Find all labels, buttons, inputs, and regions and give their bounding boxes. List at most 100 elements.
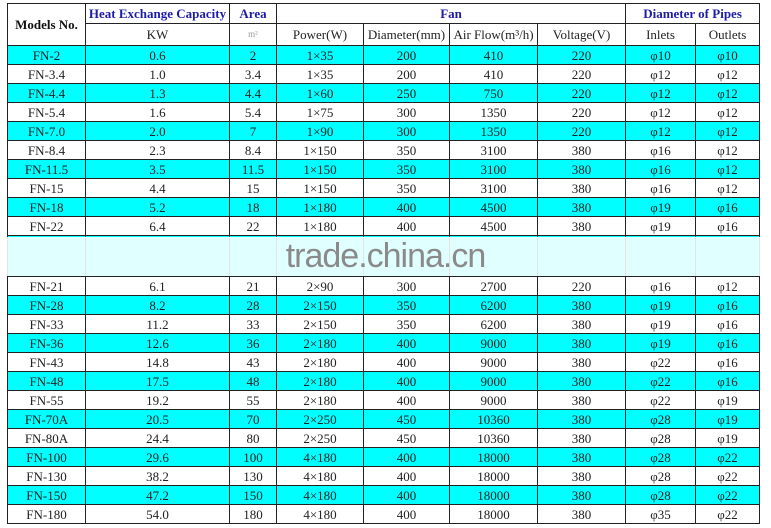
table-row: FN-28 8.2 28 2×150 350 6200 380 φ19 φ16 [7, 295, 761, 315]
cell-diameter: 350 [363, 314, 450, 334]
cell-airflow: 3100 [449, 140, 538, 160]
cell-diameter: 400 [363, 216, 450, 236]
cell-diameter: 200 [363, 45, 450, 65]
cell-capacity: 17.5 [85, 371, 230, 391]
cell-capacity: 5.2 [85, 197, 230, 217]
cell-voltage: 380 [536, 371, 627, 391]
table-row: FN-43 14.8 43 2×180 400 9000 380 φ22 φ16 [7, 352, 761, 372]
cell-diameter: 350 [363, 140, 450, 160]
cell-diameter: 400 [363, 485, 450, 505]
cell-airflow: 9000 [449, 371, 538, 391]
cell-capacity: 0.6 [85, 45, 230, 65]
cell-voltage: 380 [536, 409, 627, 429]
cell-model: FN-18 [7, 197, 86, 217]
cell-inlet: φ22 [625, 390, 697, 410]
cell-area: 4.4 [229, 83, 277, 103]
header-capacity: Heat Exchange Capacity [85, 3, 230, 24]
cell-voltage: 220 [536, 83, 627, 103]
cell-outlet: φ12 [695, 102, 761, 122]
cell-voltage: 380 [536, 178, 627, 198]
cell-model: FN-2 [7, 45, 86, 65]
cell-airflow: 18000 [449, 447, 538, 467]
cell-inlet: φ12 [625, 121, 697, 141]
cell-inlet: φ10 [625, 45, 697, 65]
cell-diameter: 400 [363, 352, 450, 372]
cell-area: 150 [229, 485, 277, 505]
cell-voltage: 220 [536, 45, 627, 65]
cell-outlet: φ12 [695, 276, 761, 296]
table-row: FN-100 29.6 100 4×180 400 18000 380 φ28 φ22 [7, 447, 761, 467]
table-row: FN-22 6.4 22 1×180 400 4500 380 φ19 φ16 [7, 216, 761, 236]
watermark: trade.china.cn [0, 236, 771, 276]
cell-model: FN-22 [7, 216, 86, 236]
cell-capacity: 14.8 [85, 352, 230, 372]
cell-inlet: φ12 [625, 102, 697, 122]
cell-outlet: φ10 [695, 45, 761, 65]
cell-capacity: 1.6 [85, 102, 230, 122]
cell-outlet: φ22 [695, 504, 761, 524]
cell-area: 18 [229, 197, 277, 217]
cell-capacity: 6.4 [85, 216, 230, 236]
cell-power: 1×75 [276, 102, 364, 122]
cell-model: FN-21 [7, 276, 86, 296]
cell-voltage: 380 [536, 504, 627, 524]
table-row: FN-5.4 1.6 5.4 1×75 300 1350 220 φ12 φ12 [7, 102, 761, 122]
header-area: Area [229, 3, 277, 24]
cell-outlet: φ12 [695, 178, 761, 198]
cell-model: FN-3.4 [7, 64, 86, 84]
table-row: FN-2 0.6 2 1×35 200 410 220 φ10 φ10 [7, 45, 761, 65]
cell-power: 2×180 [276, 333, 364, 353]
cell-power: 1×35 [276, 45, 364, 65]
cell-diameter: 350 [363, 159, 450, 179]
cell-voltage: 220 [536, 102, 627, 122]
cell-diameter: 300 [363, 276, 450, 296]
cell-model: FN-150 [7, 485, 86, 505]
cell-airflow: 9000 [449, 390, 538, 410]
cell-outlet: φ19 [695, 409, 761, 429]
cell-diameter: 400 [363, 504, 450, 524]
cell-power: 1×150 [276, 159, 364, 179]
cell-power: 1×150 [276, 140, 364, 160]
cell-voltage: 380 [536, 333, 627, 353]
cell-power: 2×250 [276, 428, 364, 448]
cell-capacity: 6.1 [85, 276, 230, 296]
cell-model: FN-80A [7, 428, 86, 448]
cell-diameter: 400 [363, 197, 450, 217]
cell-voltage: 220 [536, 276, 627, 296]
header-airflow: Air Flow(m³/h) [449, 23, 538, 46]
cell-power: 4×180 [276, 466, 364, 486]
table-body: FN-2 0.6 2 1×35 200 410 220 φ10 φ10 FN-3.4 1.0 3.4 1… [7, 45, 761, 524]
table-row: FN-70A 20.5 70 2×250 450 10360 380 φ28 φ19 [7, 409, 761, 429]
table-row: FN-48 17.5 48 2×180 400 9000 380 φ22 φ16 [7, 371, 761, 391]
header-outlets: Outlets [695, 23, 761, 46]
cell-power: 2×250 [276, 409, 364, 429]
cell-airflow: 1350 [449, 121, 538, 141]
specifications-table: Models No. Heat Exchange Capacity Area F… [7, 3, 761, 524]
cell-capacity: 20.5 [85, 409, 230, 429]
cell-area: 3.4 [229, 64, 277, 84]
table-row: FN-18 5.2 18 1×180 400 4500 380 φ19 φ16 [7, 197, 761, 217]
cell-voltage: 380 [536, 485, 627, 505]
cell-model: FN-130 [7, 466, 86, 486]
cell-outlet: φ16 [695, 333, 761, 353]
cell-area: 2 [229, 45, 277, 65]
table-row: FN-11.5 3.5 11.5 1×150 350 3100 380 φ16 φ12 [7, 159, 761, 179]
cell-model: FN-43 [7, 352, 86, 372]
cell-outlet: φ12 [695, 159, 761, 179]
cell-voltage: 380 [536, 295, 627, 315]
cell-model: FN-4.4 [7, 83, 86, 103]
table-row: FN-3.4 1.0 3.4 1×35 200 410 220 φ12 φ12 [7, 64, 761, 84]
cell-airflow: 18000 [449, 504, 538, 524]
table-row: FN-180 54.0 180 4×180 400 18000 380 φ35 φ22 [7, 504, 761, 524]
cell-airflow: 410 [449, 64, 538, 84]
cell-model: FN-15 [7, 178, 86, 198]
cell-diameter: 300 [363, 102, 450, 122]
cell-airflow: 10360 [449, 409, 538, 429]
table-row: FN-15 4.4 15 1×150 350 3100 380 φ16 φ12 [7, 178, 761, 198]
cell-inlet: φ16 [625, 140, 697, 160]
cell-diameter: 400 [363, 333, 450, 353]
cell-diameter: 450 [363, 409, 450, 429]
cell-inlet: φ19 [625, 333, 697, 353]
cell-model: FN-7.0 [7, 121, 86, 141]
cell-voltage: 380 [536, 428, 627, 448]
